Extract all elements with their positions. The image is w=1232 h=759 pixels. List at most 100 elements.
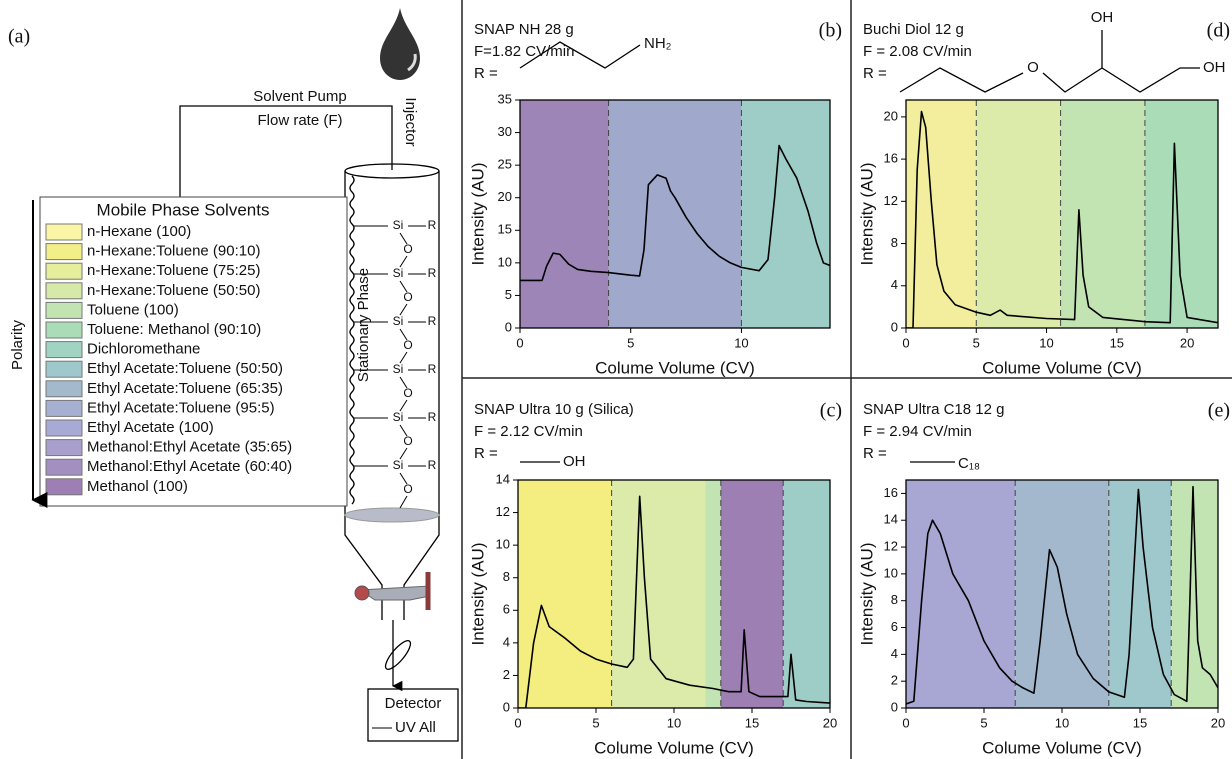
structure-label: OH <box>1203 59 1226 76</box>
signal-line <box>518 495 830 708</box>
x-tick-label: 20 <box>823 715 837 730</box>
o-label: O <box>403 482 412 496</box>
y-tick-label: 0 <box>891 699 898 714</box>
si-label: Si <box>393 218 404 232</box>
x-tick-label: 5 <box>627 335 634 350</box>
structure <box>899 67 1024 93</box>
legend-swatch <box>45 243 83 261</box>
y-tick-label: 14 <box>496 471 510 486</box>
solvent-region <box>611 480 706 708</box>
o-label: O <box>403 386 412 400</box>
panel-label: (d) <box>1207 20 1230 42</box>
x-tick-label: 5 <box>973 335 980 350</box>
y-tick-label: 12 <box>884 538 898 553</box>
x-tick-label: 20 <box>1211 715 1225 730</box>
bond <box>399 328 408 341</box>
chart-subtitle: F = 2.08 CV/min <box>863 43 972 60</box>
y-tick-label: 35 <box>498 91 512 106</box>
structure <box>1042 67 1200 93</box>
legend-label: Methanol (100) <box>87 478 188 495</box>
y-tick-label: 10 <box>496 537 510 552</box>
x-axis-label: Colume Volume (CV) <box>595 358 755 377</box>
y-tick-label: 0 <box>505 319 512 334</box>
legend-swatch <box>45 458 83 476</box>
legend-label: Methanol:Ethyl Acetate (60:40) <box>87 458 292 475</box>
x-tick-label: 0 <box>902 715 909 730</box>
solvent-line <box>179 105 393 197</box>
y-tick-label: 6 <box>891 619 898 634</box>
bond <box>399 232 408 245</box>
legend-swatch <box>45 399 83 417</box>
r-group-label: R = <box>474 445 498 462</box>
y-tick-label: 20 <box>884 108 898 123</box>
o-label: O <box>403 242 412 256</box>
chart-title: SNAP Ultra 10 g (Silica) <box>474 401 634 418</box>
bond <box>399 447 408 460</box>
y-tick-label: 10 <box>884 565 898 580</box>
x-axis-label: Colume Volume (CV) <box>982 738 1142 757</box>
o-label: O <box>403 434 412 448</box>
legend-box <box>39 196 348 507</box>
r-label: R <box>428 410 437 424</box>
legend-label: Ethyl Acetate:Toluene (95:5) <box>87 399 275 416</box>
legend-label: n-Hexane:Toluene (75:25) <box>87 262 260 279</box>
x-tick-label: 10 <box>1039 335 1053 350</box>
x-tick-label: 5 <box>592 715 599 730</box>
plot-frame <box>905 99 1219 329</box>
legend-label: n-Hexane:Toluene (50:50) <box>87 282 260 299</box>
legend-title: Mobile Phase Solvents <box>97 200 270 219</box>
column-diagram: (a) Solvent Pump Flow rate (F) Injector … <box>8 8 459 742</box>
si-label: Si <box>393 266 404 280</box>
y-tick-label: 12 <box>496 504 510 519</box>
r-label: R <box>428 314 437 328</box>
solvent-region <box>906 480 1016 708</box>
y-tick-label: 8 <box>891 235 898 250</box>
structure-label: NH₂ <box>644 35 672 52</box>
legend-swatch <box>45 380 83 398</box>
chart-subtitle: F=1.82 CV/min <box>474 43 574 60</box>
si-label: Si <box>393 362 404 376</box>
si-label: Si <box>393 458 404 472</box>
signal-line <box>906 110 1218 328</box>
legend-swatch <box>45 478 83 496</box>
y-tick-label: 12 <box>884 193 898 208</box>
stationary-phase-label: Stationary Phase <box>355 268 372 382</box>
o-label: O <box>403 290 412 304</box>
legend-swatch <box>45 223 83 241</box>
legend-label: Ethyl Acetate:Toluene (65:35) <box>87 380 283 397</box>
chart-subtitle: F = 2.12 CV/min <box>474 423 583 440</box>
legend-label: Dichloromethane <box>87 341 200 358</box>
structure-label: O <box>1027 59 1039 76</box>
legend-swatch <box>45 301 83 319</box>
y-tick-label: 16 <box>884 485 898 500</box>
solvent-region <box>1144 100 1218 328</box>
x-tick-label: 20 <box>1180 335 1194 350</box>
r-label: R <box>428 218 437 232</box>
detector-box <box>367 688 459 742</box>
bond <box>399 495 408 509</box>
y-tick-label: 2 <box>503 667 510 682</box>
solvent-region <box>783 480 830 708</box>
r-label: R <box>428 266 437 280</box>
y-tick-label: 8 <box>891 592 898 607</box>
legend-label: n-Hexane (100) <box>87 223 191 240</box>
legend-label: Toluene (100) <box>87 301 179 318</box>
structure-label: C₁₈ <box>958 455 980 472</box>
x-tick-label: 10 <box>1055 715 1069 730</box>
r-group-label: R = <box>863 65 887 82</box>
x-tick-label: 0 <box>516 335 523 350</box>
legend-label: n-Hexane:Toluene (90:10) <box>87 243 260 260</box>
panel-separators <box>461 0 1232 759</box>
y-tick-label: 25 <box>498 157 512 172</box>
y-axis-label: Intensity (AU) <box>857 163 876 266</box>
r-group-label: R = <box>863 445 887 462</box>
panel-label: (a) <box>8 26 30 48</box>
x-tick-label: 15 <box>1133 715 1147 730</box>
y-axis-label: Intensity (AU) <box>857 543 876 646</box>
legend-swatch <box>45 321 83 339</box>
x-tick-label: 10 <box>734 335 748 350</box>
y-tick-label: 20 <box>498 189 512 204</box>
y-tick-label: 15 <box>498 222 512 237</box>
bond <box>399 255 408 268</box>
structure-label: OH <box>1091 9 1114 26</box>
